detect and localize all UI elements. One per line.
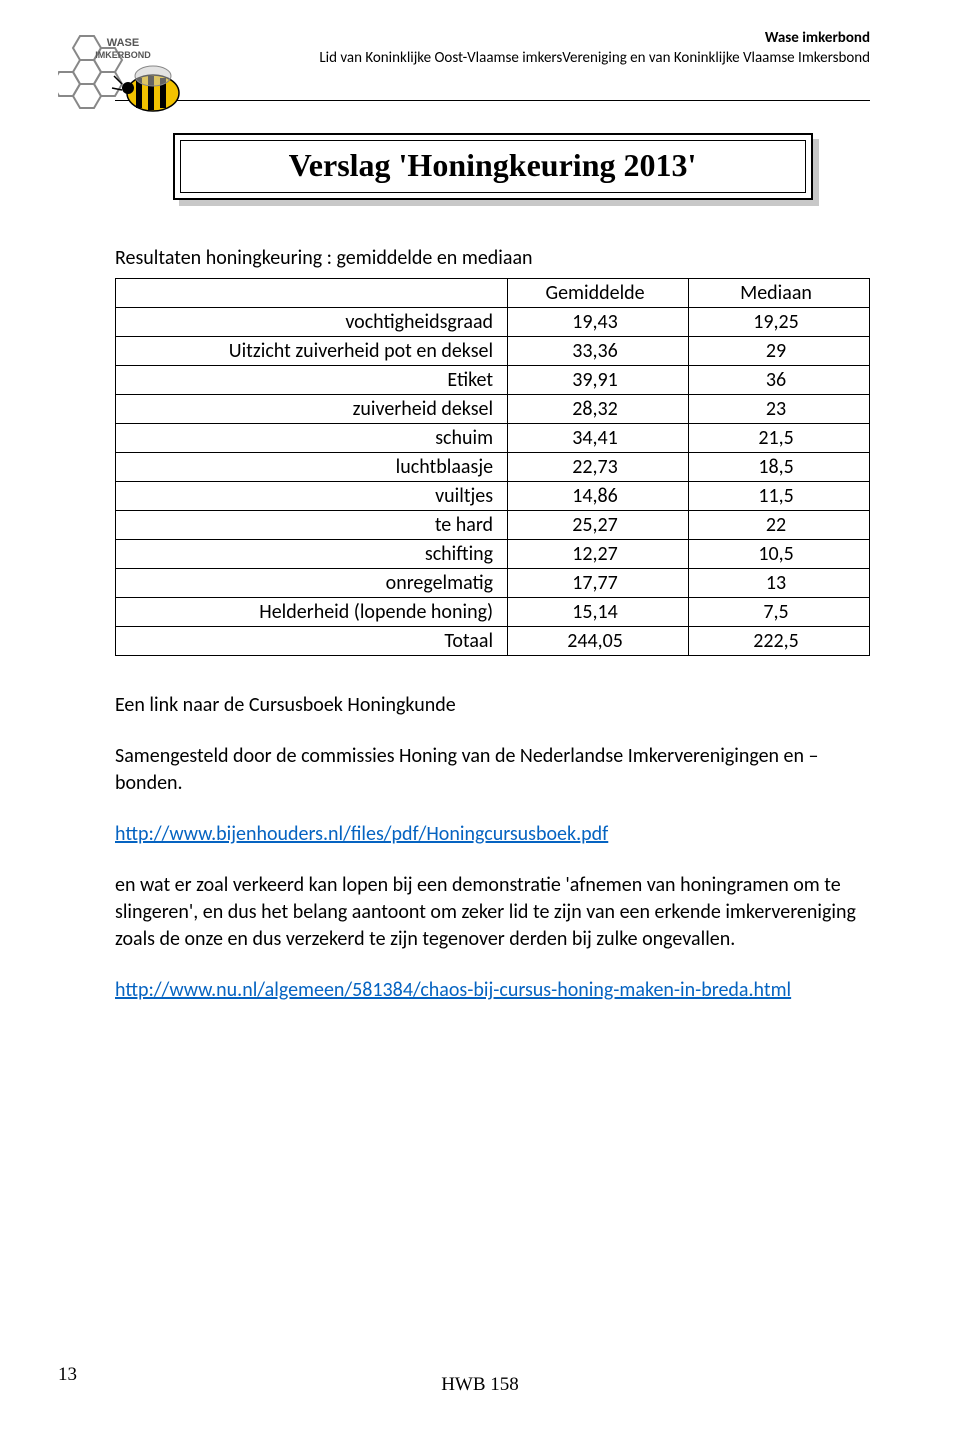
row-mediaan: 18,5 (689, 453, 870, 482)
row-label: te hard (116, 511, 508, 540)
paragraph: Samengesteld door de commissies Honing v… (115, 743, 870, 797)
row-mediaan: 29 (689, 337, 870, 366)
row-mediaan: 10,5 (689, 540, 870, 569)
row-label: luchtblaasje (116, 453, 508, 482)
table-row: te hard25,2722 (116, 511, 870, 540)
row-label: Etiket (116, 366, 508, 395)
row-label: vochtigheidsgraad (116, 308, 508, 337)
footer-code: HWB 158 (0, 1374, 960, 1396)
row-mediaan: 19,25 (689, 308, 870, 337)
col-mediaan: Mediaan (689, 279, 870, 308)
row-gemiddelde: 19,43 (508, 308, 689, 337)
paragraph: en wat er zoal verkeerd kan lopen bij ee… (115, 872, 870, 953)
table-row: schifting12,2710,5 (116, 540, 870, 569)
table-row: Uitzicht zuiverheid pot en deksel33,3629 (116, 337, 870, 366)
col-gemiddelde: Gemiddelde (508, 279, 689, 308)
page-title: Verslag 'Honingkeuring 2013' (289, 147, 697, 183)
row-gemiddelde: 15,14 (508, 598, 689, 627)
row-gemiddelde: 39,91 (508, 366, 689, 395)
col-blank (116, 279, 508, 308)
logo: WASE IMKERBOND (58, 28, 188, 123)
row-gemiddelde: 244,05 (508, 627, 689, 656)
row-label: zuiverheid deksel (116, 395, 508, 424)
row-label: Helderheid (lopende honing) (116, 598, 508, 627)
header-divider (115, 100, 870, 101)
row-mediaan: 13 (689, 569, 870, 598)
table-caption: Resultaten honingkeuring : gemiddelde en… (115, 246, 870, 270)
row-gemiddelde: 25,27 (508, 511, 689, 540)
org-subtitle: Lid van Koninklijke Oost-Vlaamse imkersV… (319, 48, 870, 68)
row-mediaan: 23 (689, 395, 870, 424)
row-mediaan: 22 (689, 511, 870, 540)
row-gemiddelde: 22,73 (508, 453, 689, 482)
row-gemiddelde: 33,36 (508, 337, 689, 366)
svg-text:IMKERBOND: IMKERBOND (95, 50, 151, 60)
row-mediaan: 7,5 (689, 598, 870, 627)
paragraph: Een link naar de Cursusboek Honingkunde (115, 692, 870, 719)
row-gemiddelde: 12,27 (508, 540, 689, 569)
link-nu-nl[interactable]: http://www.nu.nl/algemeen/581384/chaos-b… (115, 978, 791, 1002)
results-table: Gemiddelde Mediaan vochtigheidsgraad19,4… (115, 278, 870, 656)
row-label: schuim (116, 424, 508, 453)
row-mediaan: 21,5 (689, 424, 870, 453)
body-content: Een link naar de Cursusboek Honingkunde … (115, 692, 870, 1004)
row-mediaan: 222,5 (689, 627, 870, 656)
row-gemiddelde: 14,86 (508, 482, 689, 511)
table-row: vuiltjes14,8611,5 (116, 482, 870, 511)
row-gemiddelde: 34,41 (508, 424, 689, 453)
link-cursusboek[interactable]: http://www.bijenhouders.nl/files/pdf/Hon… (115, 822, 608, 846)
page-header: Wase imkerbond Lid van Koninklijke Oost-… (319, 28, 870, 69)
table-row: Helderheid (lopende honing)15,147,5 (116, 598, 870, 627)
org-name: Wase imkerbond (319, 28, 870, 48)
row-label: schifting (116, 540, 508, 569)
row-gemiddelde: 17,77 (508, 569, 689, 598)
row-gemiddelde: 28,32 (508, 395, 689, 424)
row-label: Totaal (116, 627, 508, 656)
table-row: zuiverheid deksel28,3223 (116, 395, 870, 424)
table-row: luchtblaasje22,7318,5 (116, 453, 870, 482)
svg-text:WASE: WASE (107, 37, 139, 49)
table-row: Etiket39,9136 (116, 366, 870, 395)
row-mediaan: 11,5 (689, 482, 870, 511)
table-row: onregelmatig17,7713 (116, 569, 870, 598)
table-row: vochtigheidsgraad19,4319,25 (116, 308, 870, 337)
title-box: Verslag 'Honingkeuring 2013' (173, 133, 813, 200)
row-label: onregelmatig (116, 569, 508, 598)
row-label: vuiltjes (116, 482, 508, 511)
row-mediaan: 36 (689, 366, 870, 395)
table-row: schuim34,4121,5 (116, 424, 870, 453)
row-label: Uitzicht zuiverheid pot en deksel (116, 337, 508, 366)
table-row: Totaal244,05222,5 (116, 627, 870, 656)
